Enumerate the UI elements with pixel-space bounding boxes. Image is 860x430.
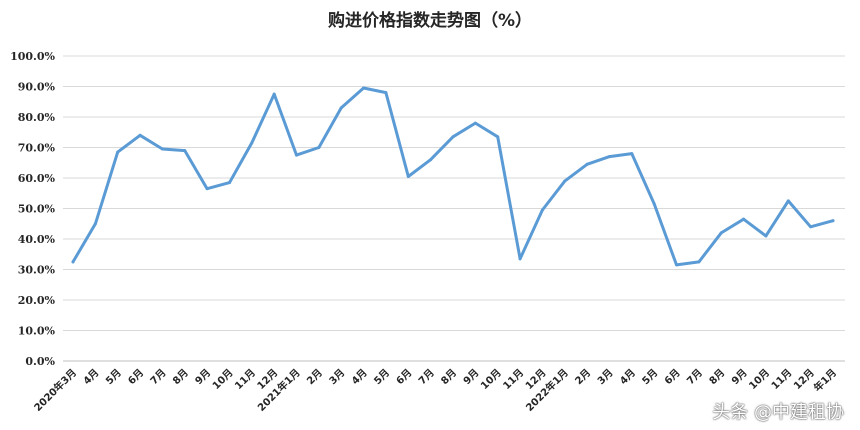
- data-point: [652, 202, 656, 206]
- y-tick-label: 40.0%: [18, 233, 56, 246]
- y-tick-label: 70.0%: [18, 142, 56, 155]
- x-tick-label: 6月: [662, 367, 682, 387]
- y-tick-label: 0.0%: [25, 355, 55, 368]
- data-point: [719, 231, 723, 235]
- data-point: [607, 155, 611, 159]
- data-point: [786, 199, 790, 203]
- data-point: [339, 106, 343, 110]
- data-point: [160, 147, 164, 151]
- x-tick-label: 年1月: [811, 366, 839, 394]
- y-tick-label: 30.0%: [18, 264, 56, 277]
- x-tick-label: 5月: [372, 367, 392, 387]
- data-point: [518, 257, 522, 261]
- data-point: [138, 133, 142, 137]
- data-point: [473, 121, 477, 125]
- data-point: [675, 263, 679, 267]
- data-point: [451, 135, 455, 139]
- x-tick-label: 7月: [416, 367, 436, 387]
- x-tick-label: 3月: [327, 367, 347, 387]
- x-tick-label: 6月: [394, 367, 414, 387]
- data-point: [831, 219, 835, 223]
- data-point: [496, 135, 500, 139]
- x-tick-label: 2月: [305, 367, 325, 387]
- x-tick-label: 4月: [81, 367, 101, 387]
- series-line: [71, 86, 835, 267]
- x-tick-label: 7月: [685, 367, 705, 387]
- x-tick-label: 5月: [103, 367, 123, 387]
- y-tick-label: 10.0%: [18, 325, 56, 338]
- data-point: [227, 181, 231, 185]
- x-tick-label: 10月: [478, 367, 503, 392]
- x-tick-label: 3月: [595, 367, 615, 387]
- data-point: [384, 91, 388, 95]
- x-tick-label: 4月: [617, 367, 637, 387]
- data-point: [585, 162, 589, 166]
- data-point: [742, 217, 746, 221]
- x-tick-label: 8月: [170, 367, 190, 387]
- data-point: [295, 153, 299, 157]
- x-tick-label: 11月: [501, 367, 526, 392]
- data-point: [406, 174, 410, 178]
- x-tick-label: 2020年3月: [31, 366, 79, 414]
- y-tick-label: 50.0%: [18, 203, 56, 216]
- x-tick-label: 11月: [769, 367, 794, 392]
- y-tick-label: 90.0%: [18, 81, 56, 94]
- x-tick-label: 8月: [707, 367, 727, 387]
- data-point: [250, 141, 254, 145]
- x-tick-label: 10月: [210, 367, 235, 392]
- x-tick-label: 4月: [349, 367, 369, 387]
- x-tick-label: 8月: [439, 367, 459, 387]
- data-point: [183, 149, 187, 153]
- chart-title: 购进价格指数走势图（%）: [327, 11, 533, 31]
- data-point: [540, 208, 544, 212]
- data-point: [764, 234, 768, 238]
- data-point: [429, 158, 433, 162]
- data-point: [205, 187, 209, 191]
- watermark: 头条 @中建租协: [712, 402, 844, 423]
- x-tick-label: 7月: [148, 367, 168, 387]
- x-tick-label: 10月: [747, 367, 772, 392]
- y-tick-label: 80.0%: [18, 111, 56, 124]
- x-tick-label: 2月: [573, 367, 593, 387]
- data-point: [630, 152, 634, 156]
- y-tick-label: 20.0%: [18, 294, 56, 307]
- y-tick-label: 100.0%: [10, 50, 55, 63]
- x-tick-label: 11月: [233, 367, 258, 392]
- data-point: [697, 260, 701, 264]
- data-point: [317, 146, 321, 149]
- data-point: [93, 222, 97, 226]
- y-tick-label: 60.0%: [18, 172, 56, 185]
- data-point: [362, 86, 366, 90]
- data-point: [563, 179, 567, 183]
- data-point: [71, 260, 75, 264]
- x-tick-label: 5月: [640, 367, 660, 387]
- x-tick-label: 6月: [126, 367, 146, 387]
- data-point: [809, 225, 813, 229]
- data-point: [116, 150, 120, 154]
- data-point: [272, 92, 276, 96]
